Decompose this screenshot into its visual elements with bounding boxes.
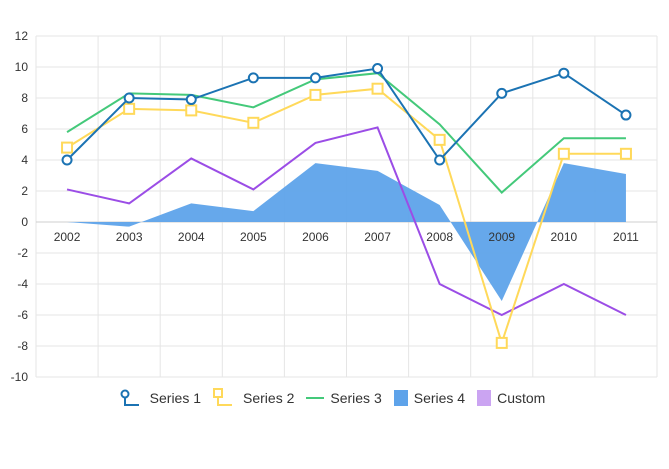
series-1-point [372, 63, 384, 75]
series-2-point [557, 147, 570, 160]
x-tick-label: 2005 [240, 230, 267, 244]
y-tick-label: 10 [15, 60, 29, 74]
y-tick-label: 4 [21, 153, 28, 167]
series-2-point [371, 82, 384, 95]
series-2-line [66, 87, 626, 347]
series-1-point [61, 154, 73, 166]
legend-swatch-icon [306, 390, 325, 406]
series-1-point [434, 154, 446, 166]
x-tick-label: 2003 [116, 230, 143, 244]
x-tick-label: 2008 [426, 230, 453, 244]
y-tick-label: 12 [15, 29, 29, 43]
series-4-area [67, 163, 626, 302]
legend: Series 1 Series 2 Series 3 Series 4 Custom [0, 388, 669, 408]
series-2-point [61, 141, 74, 154]
y-tick-label: 2 [21, 184, 28, 198]
legend-swatch-icon [393, 390, 408, 406]
y-tick-label: -8 [17, 339, 28, 353]
series-1-point [558, 67, 570, 79]
y-tick-label: -6 [17, 308, 28, 322]
series-2-point [123, 102, 136, 115]
x-tick-label: 2007 [364, 230, 391, 244]
y-tick-label: -2 [17, 246, 28, 260]
legend-swatch-icon [477, 390, 492, 406]
x-tick-label: 2006 [302, 230, 329, 244]
series-2-point [495, 336, 508, 349]
y-tick-label: 8 [21, 91, 28, 105]
legend-swatch-icon [213, 388, 237, 408]
legend-item-series-2[interactable]: Series 2 [213, 388, 294, 408]
x-tick-label: 2011 [613, 230, 639, 244]
custom-line [66, 126, 627, 317]
series-2-point [309, 88, 322, 101]
x-tick-label: 2009 [488, 230, 515, 244]
series-1-point [185, 94, 197, 106]
legend-item-series-3[interactable]: Series 3 [306, 390, 382, 406]
series-1-point [309, 72, 321, 84]
legend-label: Custom [497, 390, 546, 406]
legend-label: Series 1 [149, 390, 202, 406]
series-1-point [247, 72, 259, 84]
y-tick-label: -10 [11, 370, 29, 384]
legend-label: Series 3 [330, 390, 382, 406]
series-3-line [66, 72, 626, 194]
series-2-point [433, 133, 446, 146]
series-1-line [66, 67, 627, 162]
y-tick-label: 6 [21, 122, 28, 136]
series-2-point [185, 104, 198, 117]
legend-item-series-1[interactable]: Series 1 [120, 388, 201, 408]
series-1-point [496, 87, 508, 99]
y-tick-label: 0 [21, 215, 28, 229]
series-2-point [619, 147, 632, 160]
series-1-point [123, 92, 135, 104]
x-tick-label: 2010 [550, 230, 577, 244]
legend-item-custom[interactable]: Custom [477, 390, 545, 406]
chart: 12 10 8 6 4 2 0 -2 -4 -6 -8 -10 2002 2003 2004 2005 2006… [11, 29, 658, 384]
legend-label: Series 2 [243, 390, 295, 406]
series-1-point [620, 109, 632, 121]
legend-swatch-icon [120, 388, 144, 408]
legend-label: Series 4 [413, 390, 466, 406]
y-tick-label: -4 [17, 277, 28, 291]
x-tick-label: 2002 [54, 230, 81, 244]
x-tick-label: 2004 [178, 230, 205, 244]
legend-item-series-4[interactable]: Series 4 [393, 390, 466, 406]
series-2-point [247, 116, 260, 129]
